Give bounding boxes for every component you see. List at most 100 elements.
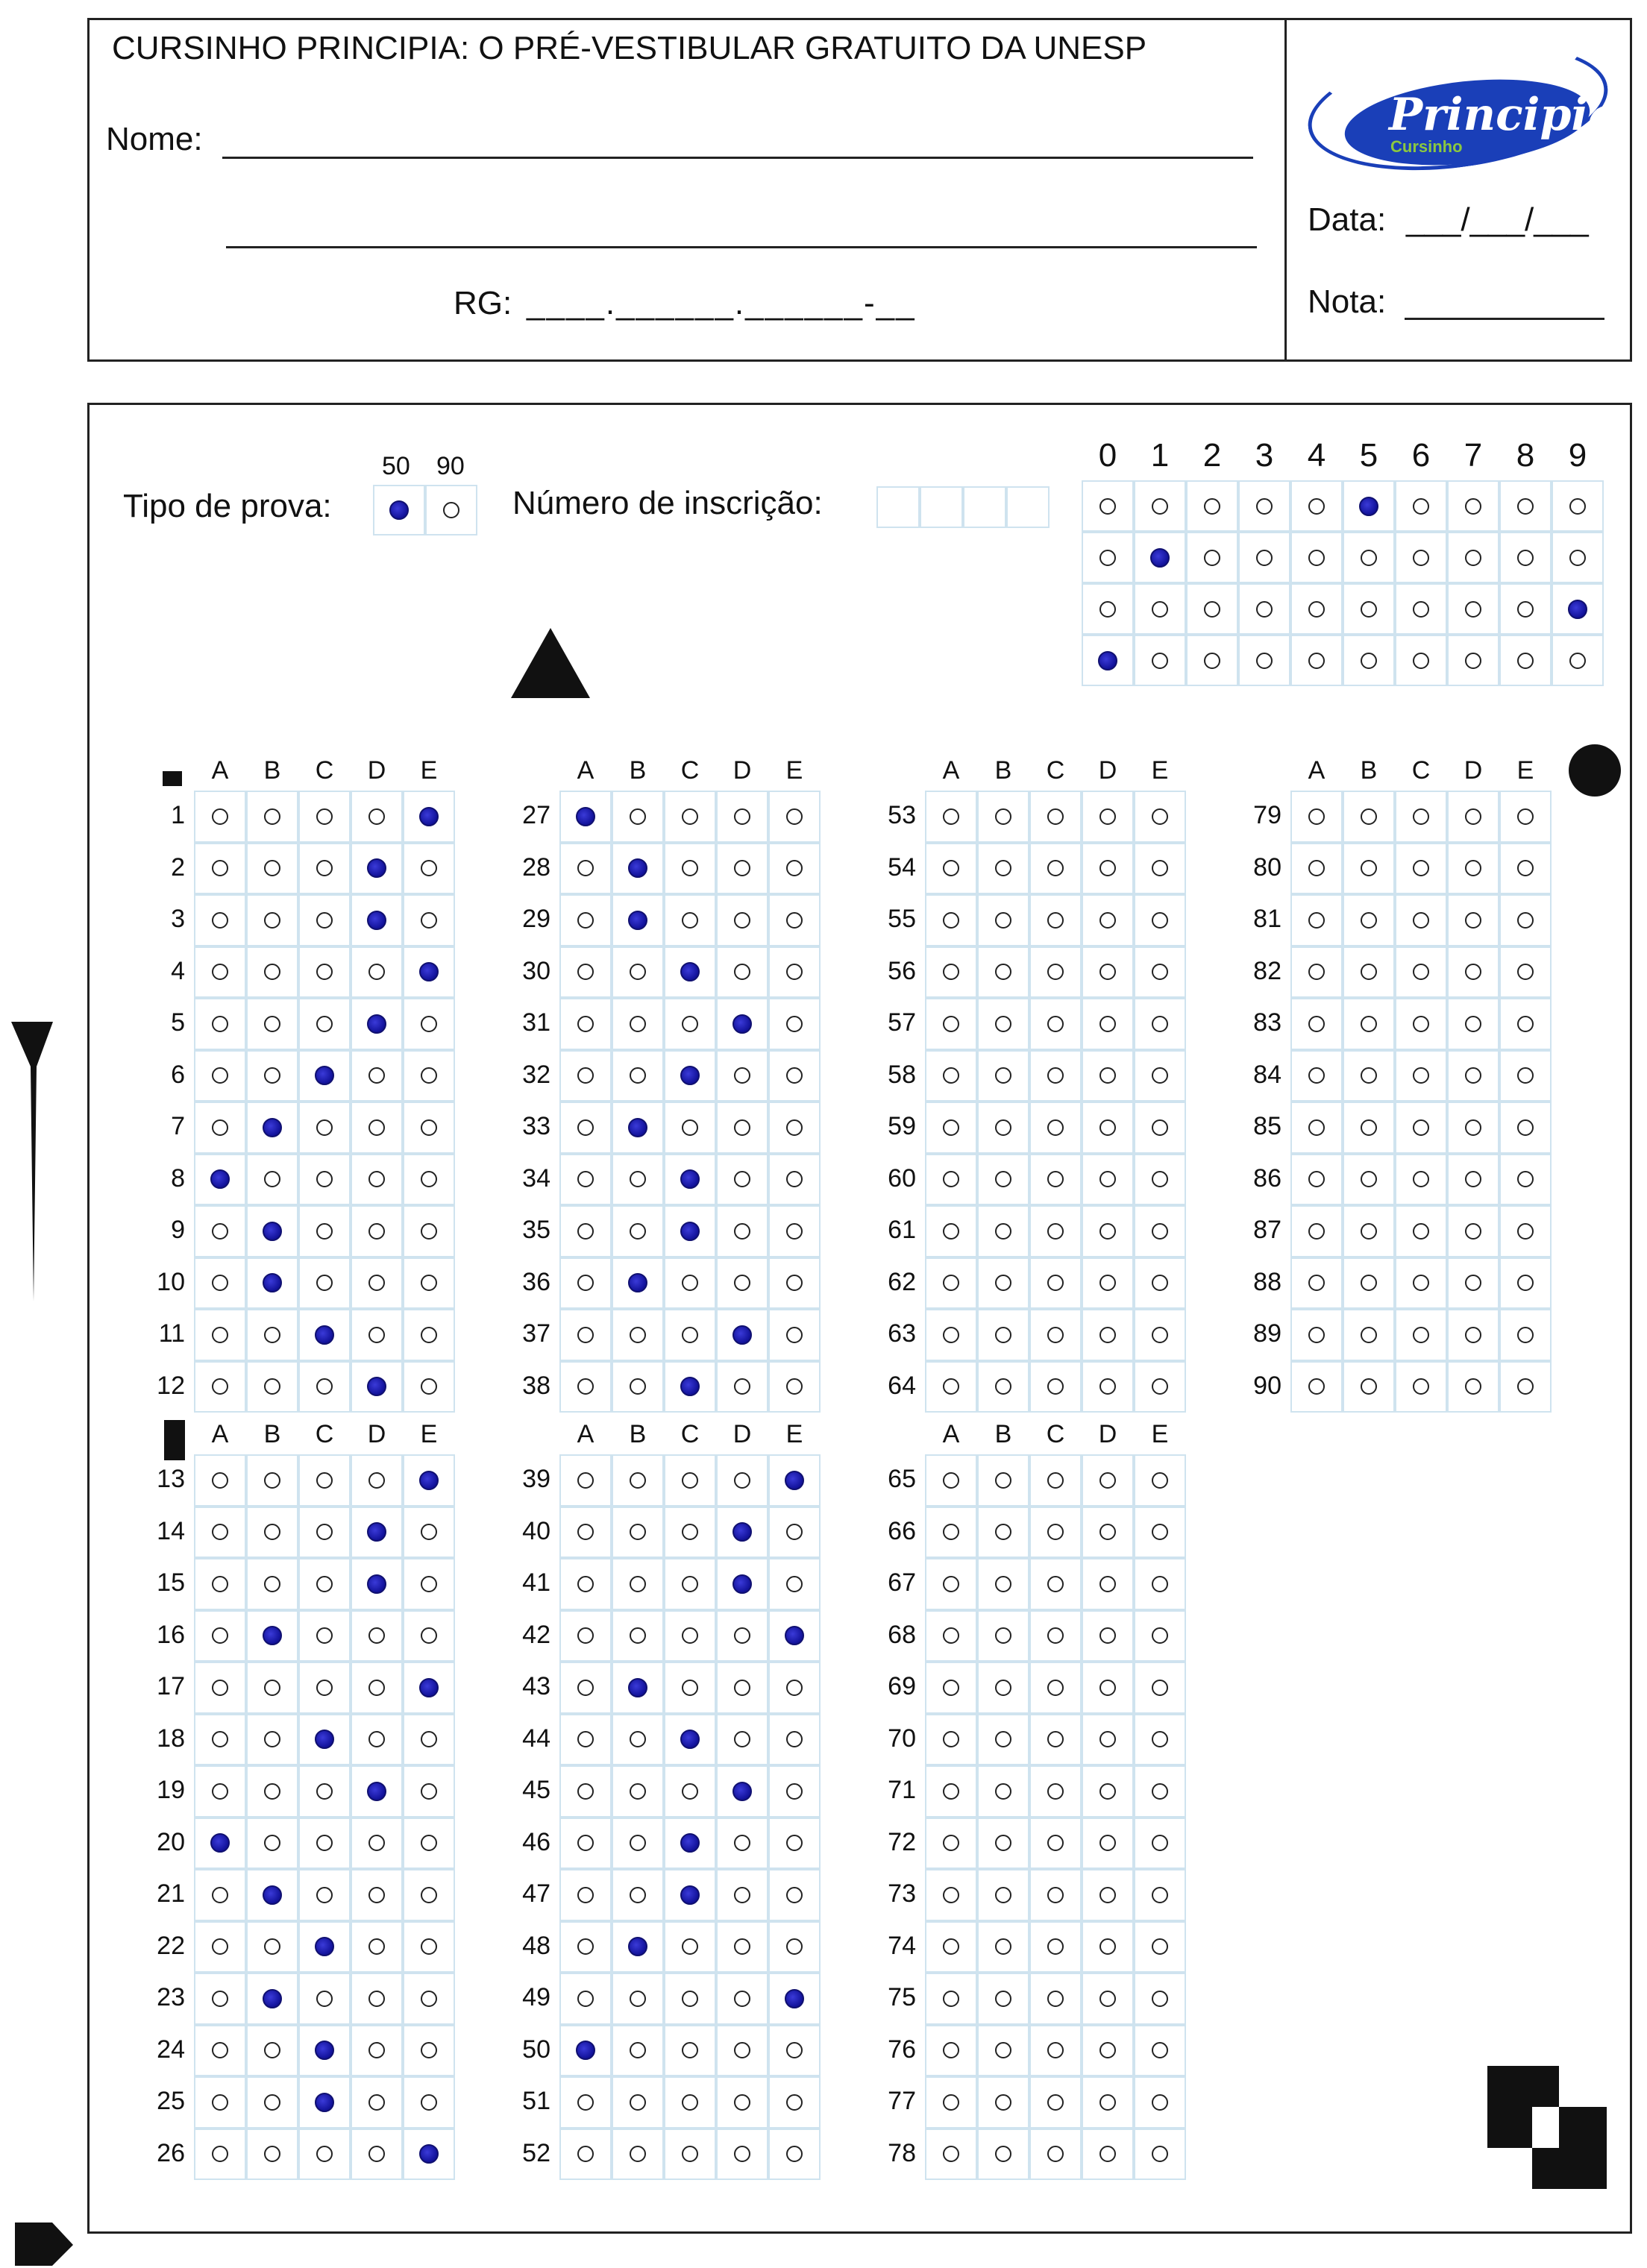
answer-bubble[interactable] (785, 1470, 804, 1490)
answer-bubble[interactable] (630, 1524, 646, 1541)
answer-bubble[interactable] (1152, 911, 1168, 929)
answer-bubble[interactable] (943, 1731, 959, 1748)
answer-bubble[interactable] (995, 911, 1011, 929)
answer-bubble[interactable] (1308, 1015, 1325, 1032)
answer-bubble[interactable] (943, 2042, 959, 2059)
registration-bubble[interactable] (1465, 497, 1481, 515)
answer-bubble[interactable] (421, 1015, 437, 1032)
answer-bubble[interactable] (1047, 1731, 1064, 1748)
answer-bubble[interactable] (1152, 1067, 1168, 1084)
answer-bubble[interactable] (943, 911, 959, 929)
answer-bubble[interactable] (995, 1835, 1011, 1852)
answer-bubble[interactable] (264, 911, 280, 929)
rg-field[interactable]: ____.______.______-__ (527, 285, 916, 321)
answer-bubble[interactable] (1413, 1015, 1429, 1032)
registration-bubble[interactable] (1517, 497, 1534, 515)
answer-bubble[interactable] (1308, 1326, 1325, 1343)
answer-bubble[interactable] (263, 1117, 282, 1137)
answer-bubble[interactable] (367, 1377, 386, 1397)
answer-bubble[interactable] (264, 1015, 280, 1032)
answer-bubble[interactable] (943, 1326, 959, 1343)
answer-bubble[interactable] (786, 1326, 803, 1343)
answer-bubble[interactable] (786, 1119, 803, 1136)
registration-bubble[interactable] (1361, 600, 1377, 618)
answer-bubble[interactable] (995, 1524, 1011, 1541)
answer-bubble[interactable] (682, 1782, 698, 1800)
answer-bubble[interactable] (577, 1938, 594, 1956)
answer-bubble[interactable] (316, 1782, 333, 1800)
answer-bubble[interactable] (682, 1015, 698, 1032)
answer-bubble[interactable] (1152, 808, 1168, 825)
answer-bubble[interactable] (732, 1014, 752, 1034)
answer-bubble[interactable] (368, 1471, 385, 1489)
answer-bubble[interactable] (1047, 808, 1064, 825)
answer-bubble[interactable] (734, 2146, 750, 2163)
registration-bubble[interactable] (1569, 549, 1586, 566)
answer-bubble[interactable] (419, 962, 439, 982)
answer-bubble[interactable] (630, 1326, 646, 1343)
answer-bubble[interactable] (367, 858, 386, 879)
answer-bubble[interactable] (628, 1677, 647, 1697)
answer-bubble[interactable] (368, 1067, 385, 1084)
answer-bubble[interactable] (1152, 1679, 1168, 1696)
answer-bubble[interactable] (786, 1378, 803, 1395)
answer-bubble[interactable] (786, 1575, 803, 1592)
answer-bubble[interactable] (1465, 1067, 1481, 1084)
answer-bubble[interactable] (316, 1119, 333, 1136)
answer-bubble[interactable] (943, 2146, 959, 2163)
answer-bubble[interactable] (212, 1326, 228, 1343)
answer-bubble[interactable] (1047, 1575, 1064, 1592)
answer-bubble[interactable] (995, 1067, 1011, 1084)
answer-bubble[interactable] (367, 1781, 386, 1801)
answer-bubble[interactable] (368, 1886, 385, 1903)
answer-bubble[interactable] (682, 1471, 698, 1489)
answer-bubble[interactable] (421, 1731, 437, 1748)
registration-bubble[interactable] (1569, 652, 1586, 669)
registration-bubble[interactable] (1359, 496, 1378, 516)
answer-bubble[interactable] (1099, 964, 1116, 981)
answer-bubble[interactable] (1308, 964, 1325, 981)
answer-bubble[interactable] (421, 1524, 437, 1541)
answer-bubble[interactable] (995, 1326, 1011, 1343)
answer-bubble[interactable] (786, 964, 803, 981)
registration-bubble[interactable] (1256, 600, 1273, 618)
answer-bubble[interactable] (212, 1275, 228, 1292)
answer-bubble[interactable] (1099, 1679, 1116, 1696)
answer-bubble[interactable] (264, 1575, 280, 1592)
answer-bubble[interactable] (786, 2146, 803, 2163)
answer-bubble[interactable] (734, 1378, 750, 1395)
answer-bubble[interactable] (995, 1222, 1011, 1240)
answer-bubble[interactable] (577, 1731, 594, 1748)
answer-bubble[interactable] (1465, 1015, 1481, 1032)
answer-bubble[interactable] (421, 1990, 437, 2007)
answer-bubble[interactable] (995, 1990, 1011, 2007)
answer-bubble[interactable] (943, 1171, 959, 1188)
answer-bubble[interactable] (1413, 1275, 1429, 1292)
answer-bubble[interactable] (734, 1171, 750, 1188)
answer-bubble[interactable] (734, 1222, 750, 1240)
answer-bubble[interactable] (1099, 1938, 1116, 1956)
registration-bubble[interactable] (1569, 497, 1586, 515)
answer-bubble[interactable] (368, 964, 385, 981)
answer-bubble[interactable] (1047, 1222, 1064, 1240)
answer-bubble[interactable] (264, 1524, 280, 1541)
answer-bubble[interactable] (316, 1275, 333, 1292)
answer-bubble[interactable] (786, 808, 803, 825)
answer-bubble[interactable] (630, 1471, 646, 1489)
answer-bubble[interactable] (680, 1377, 700, 1397)
answer-bubble[interactable] (419, 2144, 439, 2164)
answer-bubble[interactable] (995, 1275, 1011, 1292)
answer-bubble[interactable] (734, 860, 750, 877)
answer-bubble[interactable] (212, 1067, 228, 1084)
answer-bubble[interactable] (628, 1117, 647, 1137)
answer-bubble[interactable] (995, 1731, 1011, 1748)
answer-bubble[interactable] (212, 1575, 228, 1592)
answer-bubble[interactable] (943, 1938, 959, 1956)
answer-bubble[interactable] (786, 2093, 803, 2111)
answer-bubble[interactable] (995, 2042, 1011, 2059)
answer-bubble[interactable] (421, 1222, 437, 1240)
answer-bubble[interactable] (943, 1119, 959, 1136)
answer-bubble[interactable] (995, 1119, 1011, 1136)
answer-bubble[interactable] (421, 1835, 437, 1852)
answer-bubble[interactable] (1152, 1575, 1168, 1592)
